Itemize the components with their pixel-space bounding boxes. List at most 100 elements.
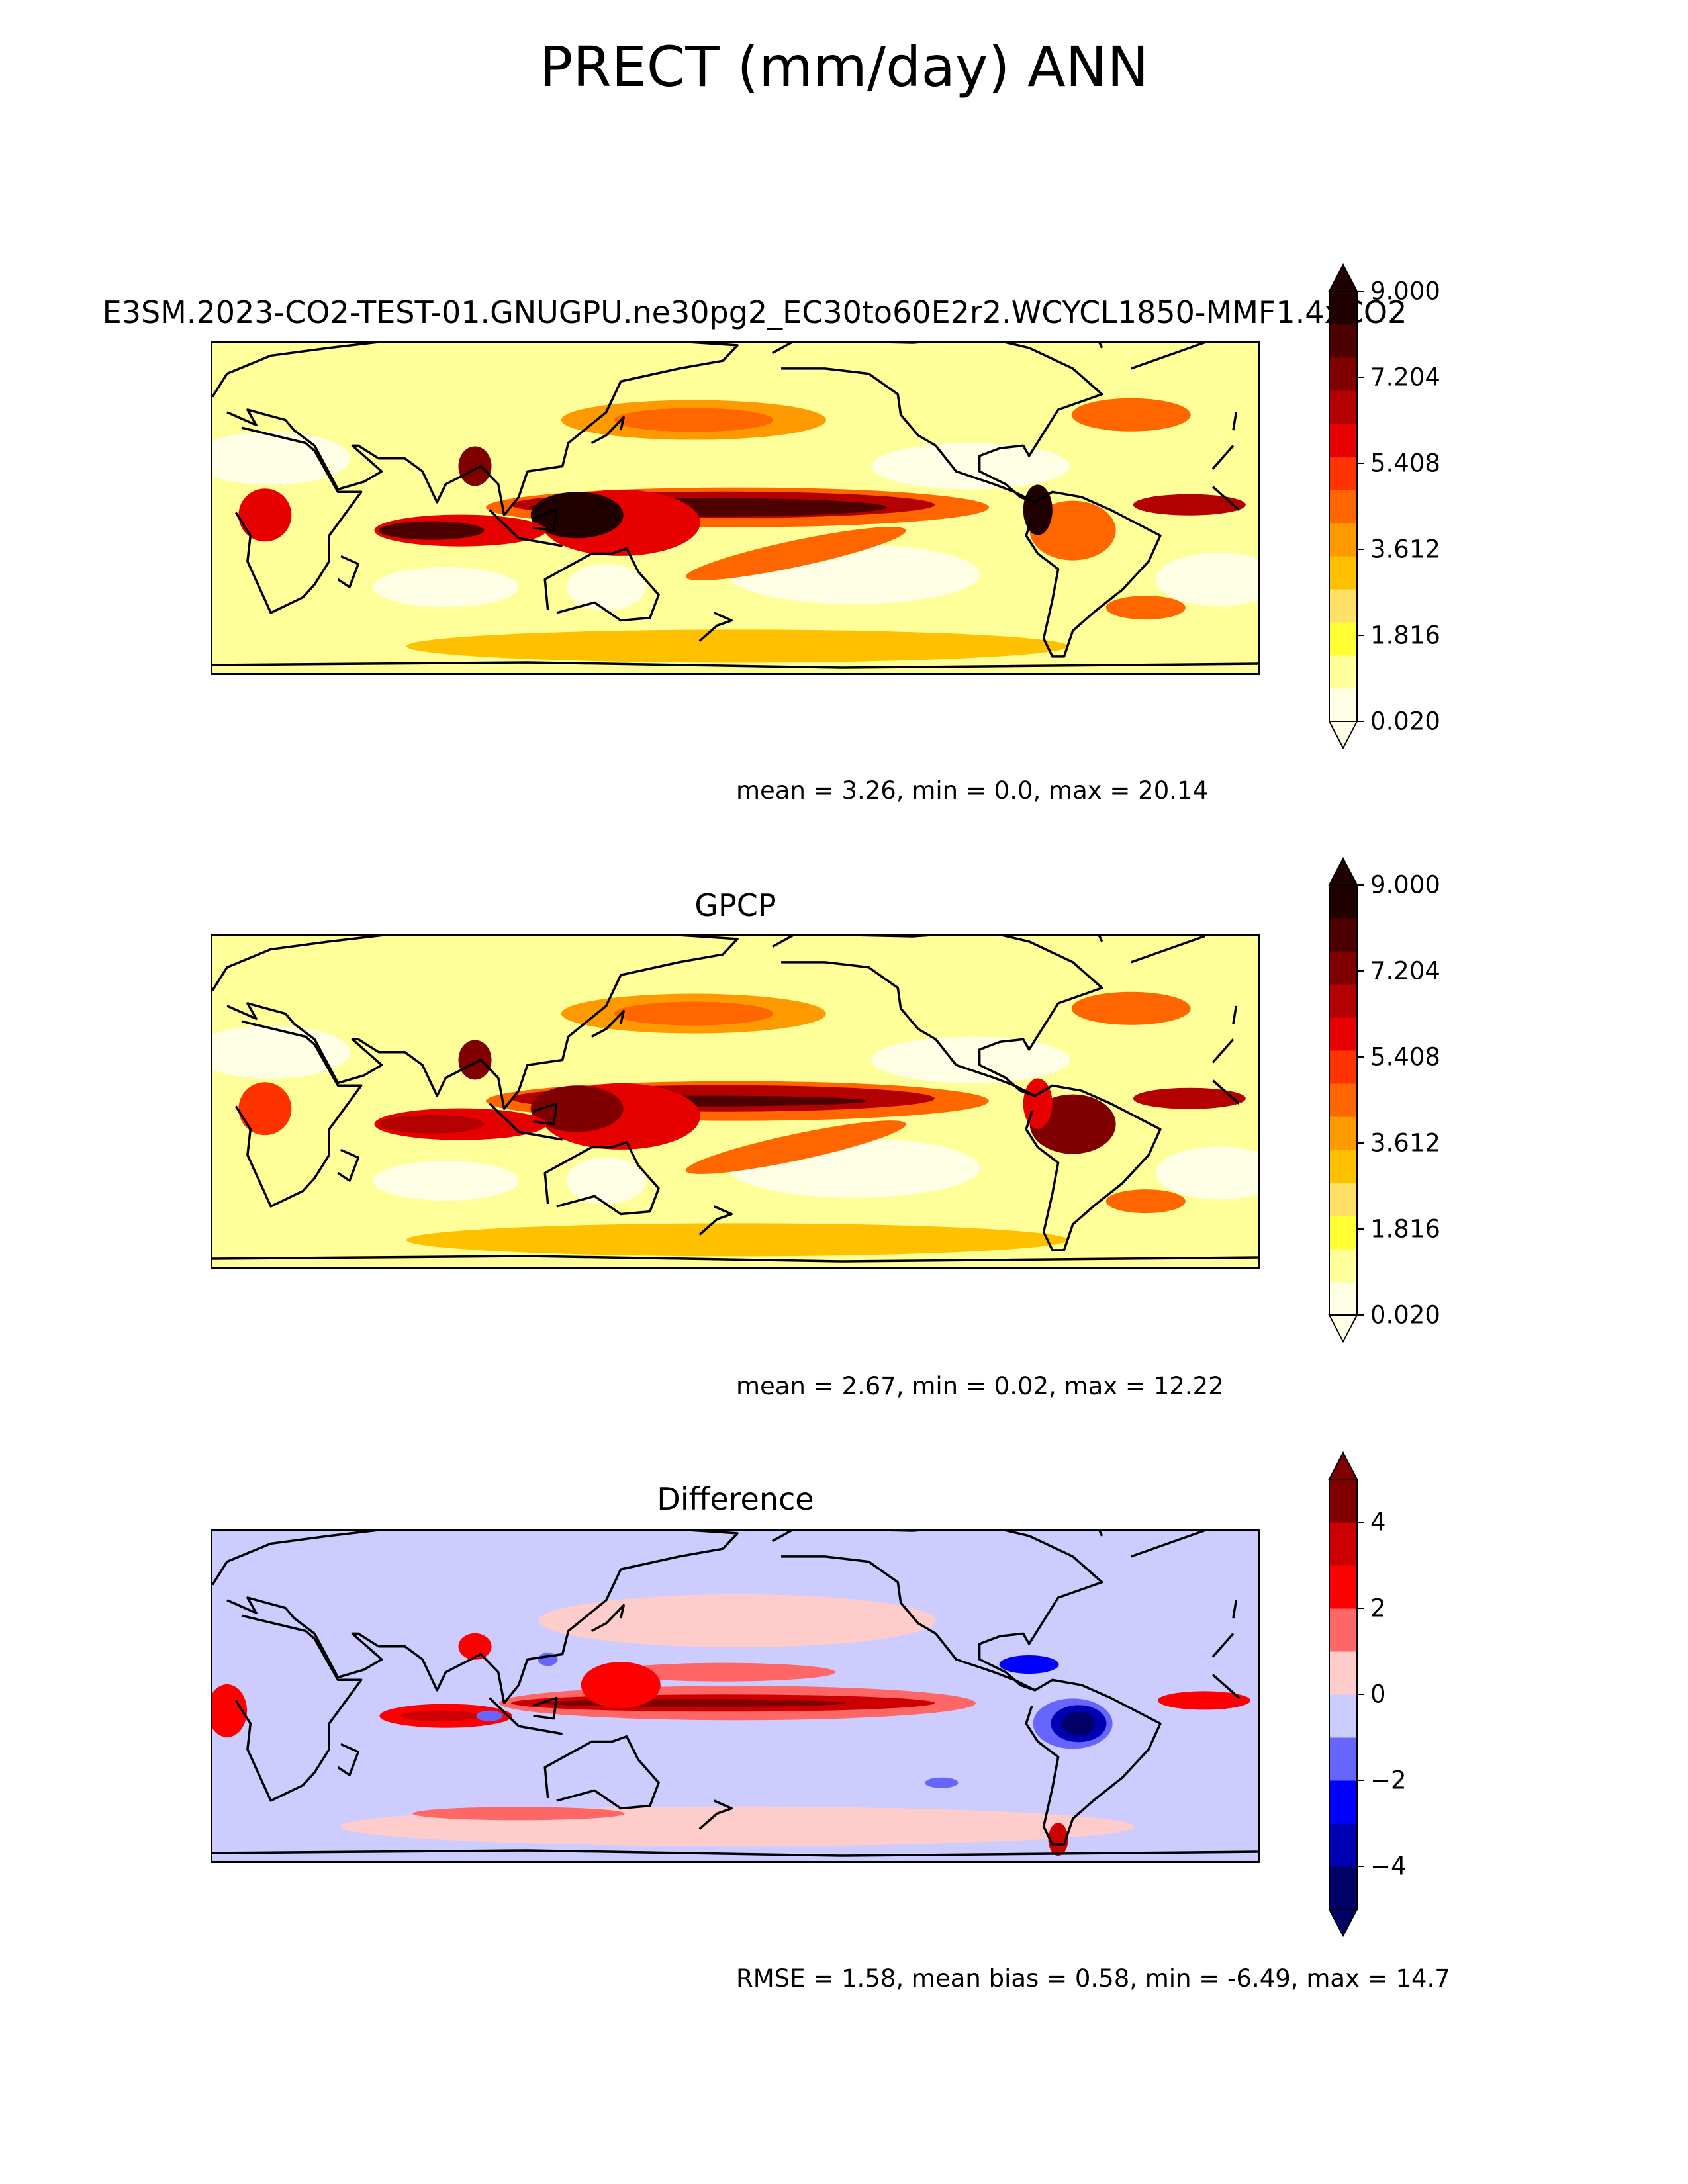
precip-contour-region bbox=[458, 1633, 492, 1660]
coastline-island bbox=[590, 1604, 625, 1633]
coastline-africa bbox=[234, 1020, 363, 1208]
colorbar-tick-label: 4 bbox=[1370, 1508, 1386, 1537]
coastline-africa bbox=[1211, 486, 1240, 511]
colorbar-level bbox=[1329, 490, 1357, 523]
precip-contour-region bbox=[406, 629, 1068, 663]
precip-contour-region bbox=[378, 521, 485, 540]
coastline-island bbox=[489, 1103, 563, 1141]
precip-contour-region bbox=[610, 1662, 835, 1682]
precip-contour-region bbox=[566, 1158, 646, 1205]
colorbar-level bbox=[1329, 1050, 1357, 1084]
coastline-samerica bbox=[1025, 490, 1162, 658]
coastline-eurasia bbox=[1232, 1600, 1238, 1619]
precip-contour-region bbox=[1133, 1087, 1246, 1109]
panel2-map bbox=[211, 934, 1260, 1269]
coastline-island bbox=[698, 612, 733, 642]
coastline-australia bbox=[543, 1141, 660, 1216]
precip-contour-region bbox=[1155, 1146, 1258, 1200]
colorbar-extend-max bbox=[1328, 856, 1358, 886]
colorbar-level bbox=[1329, 1694, 1357, 1738]
coastline-namerica bbox=[772, 343, 1103, 504]
colorbar-level bbox=[1329, 1651, 1357, 1695]
colorbar-level bbox=[1329, 1565, 1357, 1609]
coastline-samerica bbox=[1025, 1678, 1162, 1846]
precip-contour-region bbox=[999, 1655, 1059, 1674]
colorbar-level bbox=[1329, 1083, 1357, 1117]
panel1-stats: mean = 3.26, min = 0.0, max = 20.14 bbox=[736, 776, 1209, 805]
panel2-stats: mean = 2.67, min = 0.02, max = 12.22 bbox=[736, 1372, 1224, 1400]
coastline-africa bbox=[1211, 1038, 1235, 1064]
coastline-island bbox=[698, 1799, 733, 1830]
precip-contour-region bbox=[212, 1025, 351, 1079]
colorbar-tick-label: 2 bbox=[1370, 1594, 1386, 1623]
colorbar-level bbox=[1329, 291, 1357, 325]
precip-contour-region bbox=[541, 1699, 846, 1707]
colorbar-level bbox=[1329, 1150, 1357, 1183]
precip-contour-region bbox=[1157, 1691, 1250, 1710]
colorbar-level bbox=[1329, 1216, 1357, 1250]
coastline-island bbox=[698, 1205, 733, 1236]
colorbar-level bbox=[1329, 1780, 1357, 1824]
colorbar-level bbox=[1329, 1737, 1357, 1781]
coastline-namerica bbox=[772, 936, 1103, 1097]
colorbar-tick-label: 9.000 bbox=[1370, 277, 1440, 306]
precip-contour-region bbox=[1133, 494, 1246, 516]
coastline-eurasia bbox=[1232, 1005, 1238, 1024]
precip-contour-region bbox=[539, 1594, 936, 1647]
colorbar-level bbox=[1329, 457, 1357, 490]
panel3-stats: RMSE = 1.58, mean bias = 0.58, min = -6.… bbox=[736, 1964, 1450, 1993]
precip-contour-region bbox=[614, 1001, 773, 1026]
colorbar-extend-min bbox=[1328, 1314, 1358, 1343]
colorbar-level bbox=[1329, 390, 1357, 424]
precip-contour-region bbox=[400, 1710, 480, 1721]
precip-contour-region bbox=[476, 1710, 503, 1721]
coastline-island bbox=[489, 509, 563, 547]
precip-contour-region bbox=[412, 1807, 625, 1821]
coastline-antarctica bbox=[212, 661, 1258, 669]
colorbar-extend-max bbox=[1328, 1451, 1358, 1480]
coastline-greenland bbox=[1098, 1531, 1205, 1558]
precip-contour-region bbox=[406, 1223, 1068, 1257]
coastline-island bbox=[337, 1743, 360, 1776]
colorbar-tick-label: 1.816 bbox=[1370, 1214, 1440, 1244]
colorbar-level bbox=[1329, 951, 1357, 985]
colorbar-tick-label: 5.408 bbox=[1370, 449, 1440, 478]
colorbar-level bbox=[1329, 1249, 1357, 1283]
precip-contour-region bbox=[238, 488, 292, 542]
coastline-greenland bbox=[1098, 343, 1205, 370]
coastline-island bbox=[489, 1697, 563, 1735]
colorbar-level bbox=[1329, 918, 1357, 952]
coastline-africa bbox=[1211, 445, 1235, 470]
precip-contour-region bbox=[238, 1082, 292, 1136]
coastlines bbox=[212, 936, 1258, 1263]
panel1-title: E3SM.2023-CO2-TEST-01.GNUGPU.ne30pg2_EC3… bbox=[102, 295, 1407, 330]
panel2-colorbar bbox=[1328, 856, 1364, 1343]
coastline-australia bbox=[543, 1735, 660, 1810]
precip-contour-region bbox=[871, 443, 1070, 490]
colorbar-level bbox=[1329, 622, 1357, 656]
colorbar-level bbox=[1329, 357, 1357, 391]
colorbar-level bbox=[1329, 424, 1357, 457]
colorbar-tick-label: −2 bbox=[1370, 1766, 1407, 1795]
coastline-greenland bbox=[1098, 936, 1205, 964]
colorbar-tick-label: 7.204 bbox=[1370, 956, 1440, 985]
precip-contour-region bbox=[458, 446, 492, 486]
coastline-antarctica bbox=[212, 1255, 1258, 1263]
colorbar-tick-label: 1.816 bbox=[1370, 621, 1440, 650]
precip-contour-region bbox=[1071, 991, 1191, 1025]
colorbar-level bbox=[1329, 1479, 1357, 1523]
coastline-island bbox=[590, 1009, 625, 1038]
coastline-eurasia bbox=[212, 936, 739, 1111]
precip-contour-region bbox=[871, 1036, 1070, 1083]
coastline-eurasia bbox=[212, 343, 739, 517]
colorbar-tick-label: 0.020 bbox=[1370, 1300, 1440, 1330]
coastline-africa bbox=[234, 426, 363, 614]
coastline-island bbox=[590, 416, 625, 445]
precip-contour-region bbox=[378, 1115, 485, 1134]
colorbar-extend-max bbox=[1328, 263, 1358, 292]
coastline-namerica bbox=[772, 1531, 1103, 1692]
precip-contour-region bbox=[1105, 596, 1186, 620]
figure-title: PRECT (mm/day) ANN bbox=[539, 34, 1149, 99]
colorbar-tick-label: 3.612 bbox=[1370, 535, 1440, 564]
colorbar-level bbox=[1329, 1823, 1357, 1867]
